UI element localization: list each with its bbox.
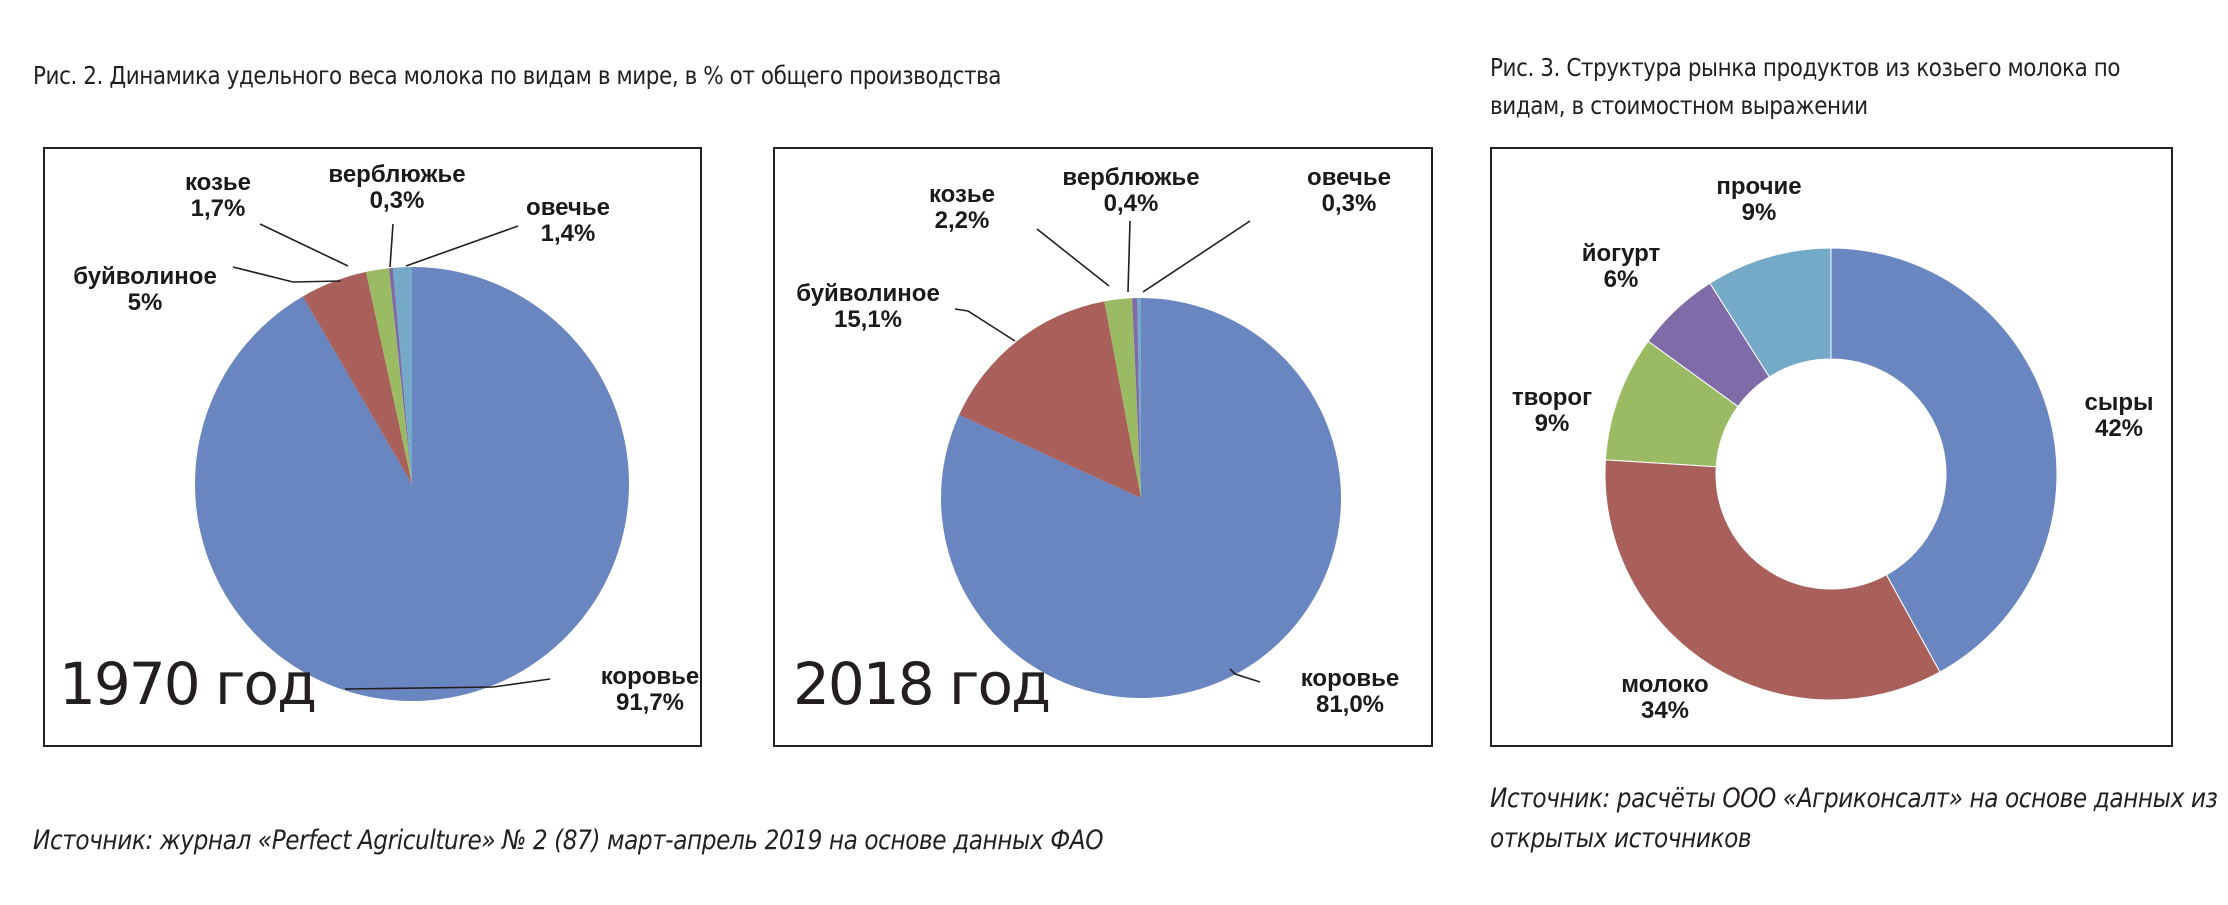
chart1-leader-line-4 xyxy=(1142,220,1251,293)
chart2-label-name-3: йогурт xyxy=(1582,240,1661,267)
chart2-label-value-3: 6% xyxy=(1604,266,1639,293)
chart2-label-name-2: творог xyxy=(1512,384,1592,411)
chart1-slice-4 xyxy=(1137,298,1141,498)
chart2-label-value-1: 34% xyxy=(1641,697,1689,724)
chart0-label-value-0: 91,7% xyxy=(616,689,684,716)
chart0-label-value-1: 5% xyxy=(128,289,163,316)
chart0-label-value-2: 1,7% xyxy=(191,195,246,222)
pie-chart-1970-frame: коровье 91,7% буйволиное 5% козье 1,7% верблюж… xyxy=(43,147,702,747)
chart2-slice-0 xyxy=(1830,247,2058,673)
chart1-label-name-2: козье xyxy=(929,181,995,208)
chart2-label-name-1: молоко xyxy=(1621,671,1708,698)
year-label-1970: 1970 год xyxy=(59,650,315,718)
chart1-label-value-1: 15,1% xyxy=(834,306,902,333)
chart2-slice-4 xyxy=(1709,247,1832,378)
chart1-label-value-4: 0,3% xyxy=(1322,190,1377,217)
figure-3-caption-line2: видам, в стоимостном выражении xyxy=(1490,91,1868,120)
chart1-label-name-3: верблюжье xyxy=(1062,164,1199,191)
chart0-leader-line-2 xyxy=(259,223,349,267)
chart2-label-value-2: 9% xyxy=(1535,410,1570,437)
chart0-leader-line-3 xyxy=(389,223,394,268)
chart2-label-name-0: сыры xyxy=(2085,389,2154,416)
chart1-leader-line-3 xyxy=(1127,220,1131,293)
chart2-label-value-4: 9% xyxy=(1742,199,1777,226)
donut-chart-goat-products-frame: сыры 42% молоко 34% творог 9% йогурт 6% прочие 9% xyxy=(1490,147,2173,747)
figure-3-source-line2: открытых источников xyxy=(1490,823,1752,854)
chart0-label-name-4: овечье xyxy=(526,194,610,221)
figure-2-source: Источник: журнал «Perfect Agriculture» №… xyxy=(33,825,1104,856)
chart1-label-name-1: буйволиное xyxy=(796,280,940,307)
chart1-label-name-4: овечье xyxy=(1307,164,1391,191)
chart0-label-name-0: коровье xyxy=(601,663,700,690)
chart0-leader-line-0 xyxy=(344,678,551,690)
chart0-slice-4 xyxy=(392,267,412,484)
pie-chart-2018-frame: коровье 81,0% буйволиное 15,1% козье 2,2% верб… xyxy=(773,147,1433,747)
chart1-label-value-2: 2,2% xyxy=(935,207,990,234)
chart0-label-name-2: козье xyxy=(185,169,251,196)
chart0-leader-line-1 xyxy=(232,266,342,283)
chart0-label-value-3: 0,3% xyxy=(370,187,425,214)
year-label-2018: 2018 год xyxy=(793,650,1049,718)
figure-2-caption: Рис. 2. Динамика удельного веса молока п… xyxy=(33,61,1002,90)
chart2-label-name-4: прочие xyxy=(1716,173,1801,200)
chart1-label-value-3: 0,4% xyxy=(1104,190,1159,217)
chart0-label-name-1: буйволиное xyxy=(73,263,217,290)
chart1-leader-line-0 xyxy=(1229,668,1261,683)
chart1-slice-1 xyxy=(959,301,1141,498)
chart2-slice-1 xyxy=(1604,459,1941,701)
chart0-slice-3 xyxy=(388,267,412,484)
chart1-leader-line-2 xyxy=(1036,228,1110,287)
chart2-label-value-0: 42% xyxy=(2095,415,2143,442)
chart0-label-name-3: верблюжье xyxy=(328,161,465,188)
chart0-slice-1 xyxy=(302,271,412,484)
chart1-label-name-0: коровье xyxy=(1301,665,1400,692)
chart0-label-value-4: 1,4% xyxy=(541,220,596,247)
chart1-slice-2 xyxy=(1104,298,1141,498)
chart1-label-value-0: 81,0% xyxy=(1316,691,1384,718)
figure-3-source-line1: Источник: расчёты ООО «Агриконсалт» на о… xyxy=(1490,783,2218,814)
chart1-leader-line-1 xyxy=(954,308,1016,342)
chart0-slice-2 xyxy=(366,268,412,484)
chart0-leader-line-4 xyxy=(405,225,519,267)
figure-3-caption-line1: Рис. 3. Структура рынка продуктов из коз… xyxy=(1490,53,2121,82)
chart1-slice-3 xyxy=(1132,298,1141,498)
